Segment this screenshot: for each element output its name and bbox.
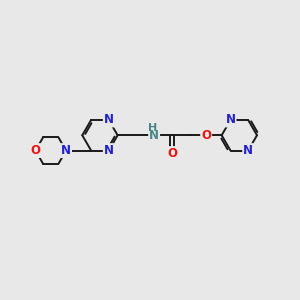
Text: N: N xyxy=(104,144,114,157)
Text: N: N xyxy=(243,144,253,157)
Text: O: O xyxy=(167,147,177,160)
Text: O: O xyxy=(201,129,211,142)
Text: O: O xyxy=(31,144,40,157)
Text: N: N xyxy=(61,144,71,157)
Text: N: N xyxy=(149,129,159,142)
Text: N: N xyxy=(226,113,236,127)
Text: N: N xyxy=(104,113,114,127)
Text: H: H xyxy=(148,123,157,133)
